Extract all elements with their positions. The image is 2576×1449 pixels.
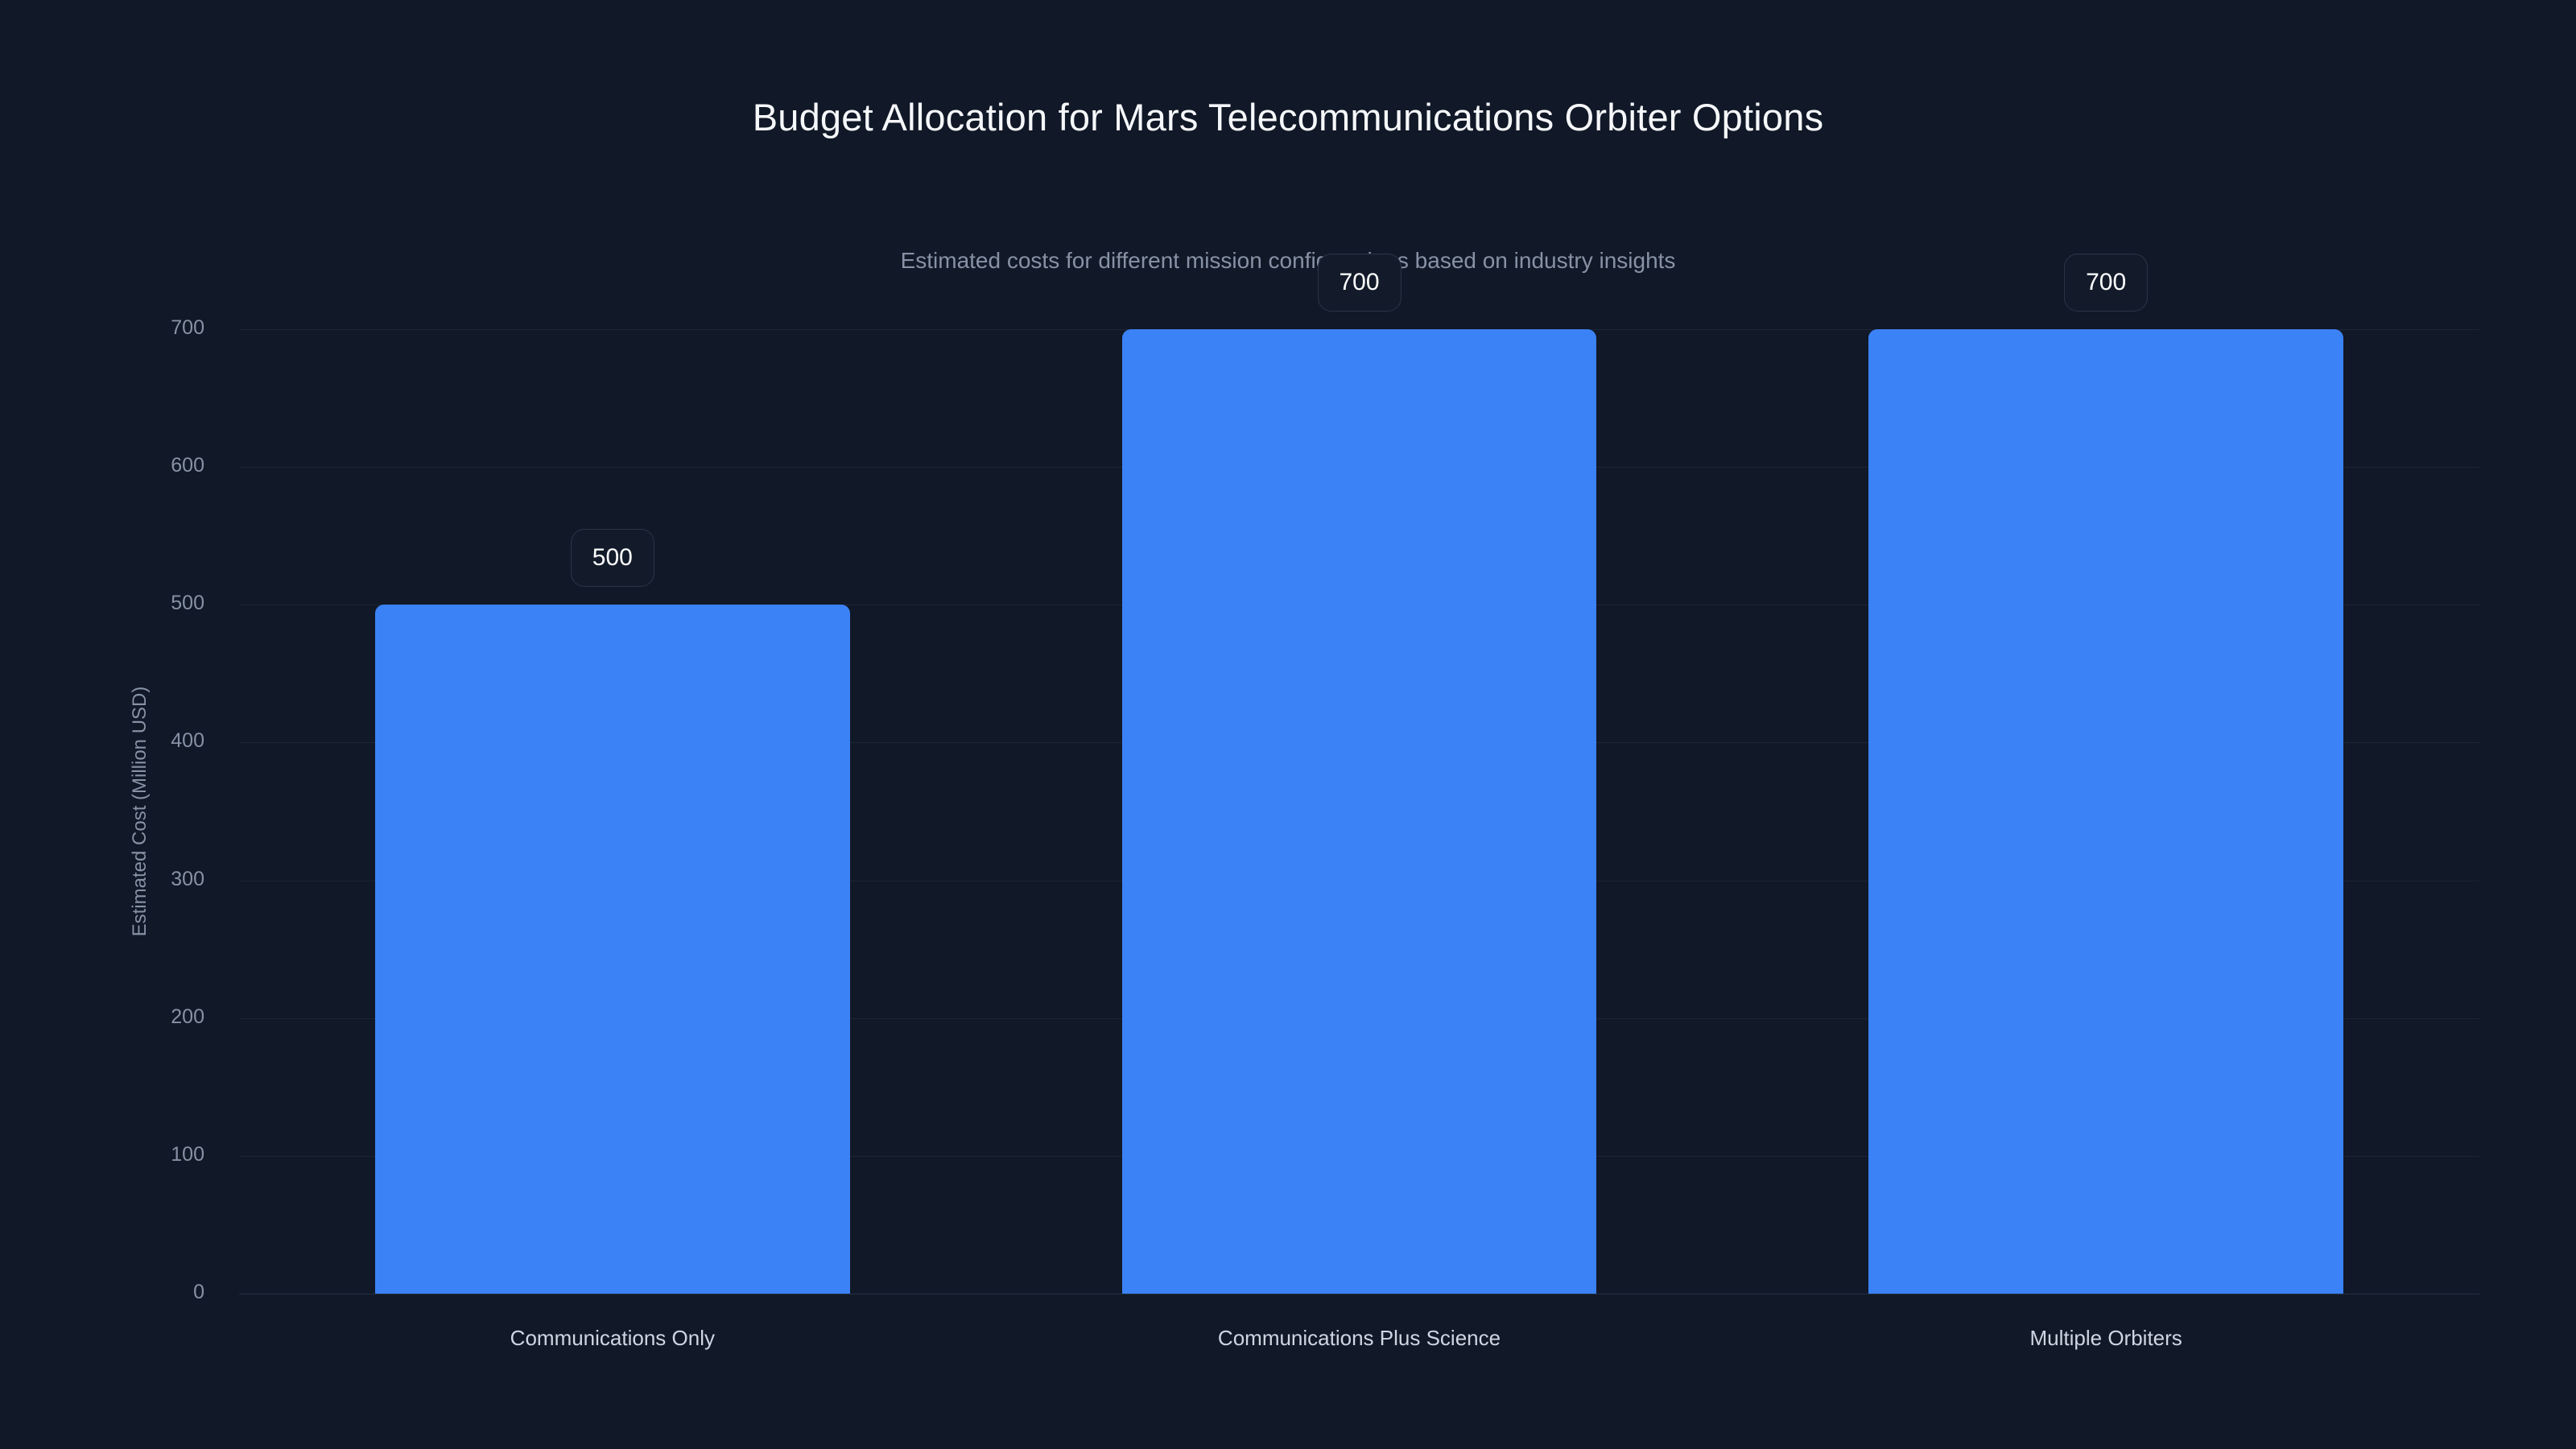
x-axis-tick-label: Multiple Orbiters	[2029, 1326, 2182, 1350]
x-axis-tick-label: Communications Plus Science	[1217, 1326, 1501, 1350]
x-axis-tick-label: Communications Only	[510, 1326, 715, 1350]
bar[interactable]	[1868, 329, 2344, 1294]
chart-subtitle: Estimated costs for different mission co…	[900, 248, 1676, 273]
y-axis-tick-label: 600	[171, 454, 204, 477]
bar[interactable]	[1121, 329, 1597, 1294]
plot-area	[239, 329, 2479, 1294]
bar[interactable]	[374, 605, 850, 1294]
y-axis-tick-label: 200	[171, 1005, 204, 1028]
y-axis-tick-label: 700	[171, 316, 204, 339]
y-axis-tick-label: 500	[171, 592, 204, 615]
y-axis-title: Estimated Cost (Million USD)	[129, 686, 151, 937]
y-axis-tick-label: 300	[171, 867, 204, 890]
y-axis-tick-label: 0	[193, 1281, 204, 1303]
bar-value-badge: 700	[2064, 254, 2149, 312]
y-axis-tick-label: 100	[171, 1142, 204, 1166]
bar-value-badge: 700	[1317, 254, 1402, 312]
y-axis-tick-label: 400	[171, 729, 204, 753]
bar-value-badge: 500	[570, 529, 654, 588]
chart-title: Budget Allocation for Mars Telecommunica…	[752, 96, 1824, 138]
